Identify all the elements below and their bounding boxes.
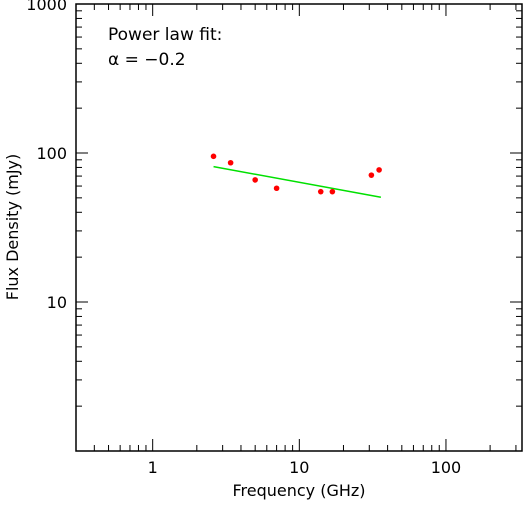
tick-labels: 1 10 100 10 100 1000 — [26, 0, 461, 477]
y-tick-label: 1000 — [26, 0, 67, 14]
axis-ticks — [75, 3, 522, 452]
data-point — [376, 167, 382, 173]
y-axis-label: Flux Density (mJy) — [3, 154, 22, 301]
data-point — [210, 153, 217, 160]
data-points-layer — [210, 153, 382, 195]
data-point — [317, 188, 324, 195]
data-point — [252, 177, 258, 183]
data-point — [368, 172, 375, 178]
fit-line — [213, 165, 382, 198]
annotation-line-2: α = −0.2 — [108, 50, 186, 70]
fit-line-layer — [213, 165, 382, 198]
data-point — [329, 188, 336, 195]
data-point — [227, 159, 234, 166]
plot-frame — [75, 3, 523, 452]
x-tick-label: 10 — [289, 458, 309, 477]
y-tick-label: 100 — [36, 144, 67, 163]
data-point — [273, 185, 280, 192]
x-tick-label: 1 — [148, 458, 158, 477]
y-tick-label: 10 — [47, 293, 67, 312]
x-tick-label: 100 — [431, 458, 462, 477]
x-axis-label: Frequency (GHz) — [232, 481, 365, 500]
annotation-line-1: Power law fit: — [108, 25, 222, 45]
